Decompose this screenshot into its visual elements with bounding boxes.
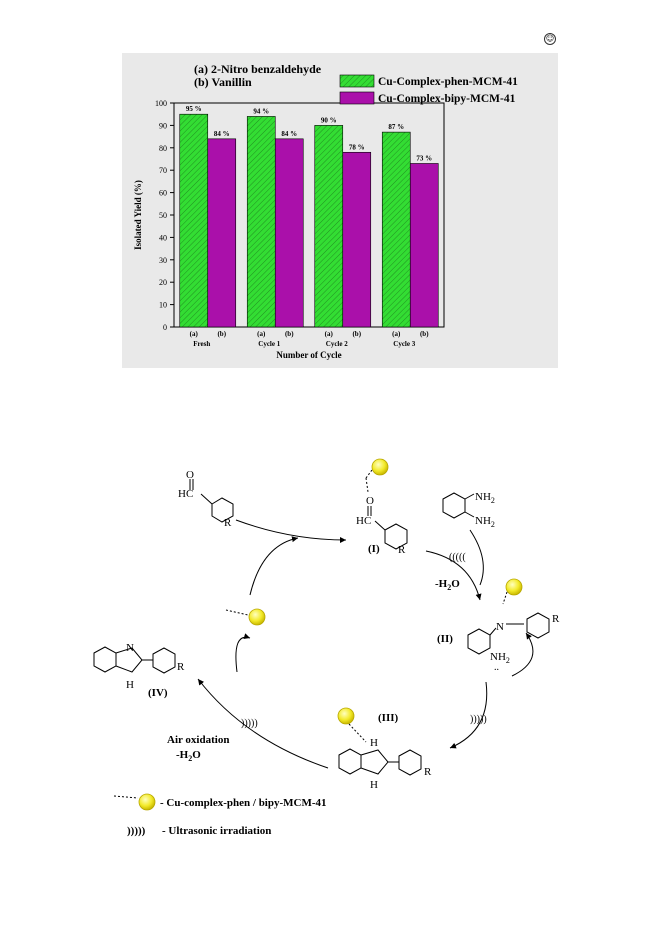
- y-tick-label: 30: [159, 256, 167, 265]
- IV-nh: H: [126, 679, 134, 691]
- III-nh-bottom: H: [370, 779, 378, 791]
- aldehyde-hc: HC: [178, 488, 193, 500]
- water-loss-1: -H2O: [435, 578, 460, 592]
- bar-hatch: [314, 125, 343, 328]
- nh2-top: NH2: [475, 491, 495, 505]
- intermediate-I: O HC R (I): [356, 458, 408, 556]
- intermediate-II: N R NH2 .. (II): [437, 578, 560, 677]
- catalyst-ball-icon: [505, 578, 523, 596]
- bar-hatch: [247, 116, 276, 327]
- I-hc: HC: [356, 515, 371, 527]
- aldehyde-oxygen: O: [186, 469, 194, 481]
- y-axis-label: Isolated Yield (%): [133, 180, 143, 250]
- x-category-label: Cycle 1: [258, 340, 280, 348]
- y-tick-label: 70: [159, 166, 167, 175]
- x-sub-label: (a): [190, 330, 199, 338]
- x-category-label: Fresh: [193, 340, 210, 348]
- legend-swatch: [339, 91, 375, 105]
- y-tick-label: 90: [159, 121, 167, 130]
- ultrasound-2: ))))): [470, 714, 487, 725]
- III-nh-top: H: [370, 737, 378, 749]
- II-r: R: [552, 613, 560, 625]
- bar-chart: (a) 2-Nitro benzaldehyde(b) Vanillin 0 10 2…: [133, 62, 518, 360]
- legend-ultrasound-symbol: ))))): [127, 825, 146, 837]
- legend-label: Cu-Complex-bipy-MCM-41: [378, 93, 516, 105]
- x-sub-label: (a): [257, 330, 266, 338]
- legend-label: Cu-Complex-phen-MCM-41: [378, 76, 518, 88]
- bar-hatch: [179, 114, 208, 327]
- legend-catalyst: - Cu-complex-phen / bipy-MCM-41: [160, 797, 327, 809]
- legend-swatch-hatch: [340, 75, 374, 87]
- intermediate-III: H H R (III): [337, 707, 432, 791]
- ultrasound-1: (((((: [449, 552, 466, 563]
- y-tick-label: 50: [159, 211, 167, 220]
- ultrasound-3: ))))): [241, 718, 258, 729]
- x-sub-label: (b): [217, 330, 226, 338]
- IV-nitrogen: N: [126, 642, 134, 654]
- o-phenylenediamine-molecule: NH2 NH2: [442, 491, 495, 529]
- label-I: (I): [368, 543, 380, 555]
- bar-data-label: 73 %: [416, 154, 432, 162]
- bar-data-label: 84 %: [214, 130, 230, 138]
- corner-symbol: ☺: [544, 33, 556, 45]
- chart-title-line: (b) Vanillin: [194, 75, 252, 89]
- label-III: (III): [378, 712, 399, 724]
- I-oxygen: O: [366, 495, 374, 507]
- bar: [342, 151, 372, 328]
- nh2-bottom: NH2: [475, 515, 495, 529]
- II-lone-pair: ..: [494, 662, 499, 673]
- I-r: R: [398, 544, 406, 556]
- bar-data-label: 78 %: [349, 143, 365, 151]
- bar-data-label: 90 %: [321, 116, 337, 124]
- bar: [274, 138, 304, 328]
- x-category-label: Cycle 2: [326, 340, 348, 348]
- x-sub-label: (a): [392, 330, 401, 338]
- bar: [409, 163, 439, 328]
- bar-data-label: 87 %: [388, 123, 404, 131]
- catalyst-ball-icon: [248, 608, 266, 626]
- air-oxidation: Air oxidation: [167, 734, 229, 746]
- x-axis-label: Number of Cycle: [276, 350, 341, 360]
- x-category-label: Cycle 3: [393, 340, 415, 348]
- y-tick-label: 40: [159, 233, 167, 242]
- catalyst-ball-icon: [337, 707, 355, 725]
- catalyst-ball-icon: [371, 458, 389, 476]
- III-r: R: [424, 766, 432, 778]
- bar-hatch: [382, 132, 411, 327]
- legend-ultrasound: - Ultrasonic irradiation: [162, 825, 271, 837]
- y-tick-label: 10: [159, 301, 167, 310]
- y-tick-label: 60: [159, 189, 167, 198]
- scheme-legend: - Cu-complex-phen / bipy-MCM-41 ))))) - …: [113, 793, 327, 837]
- aldehyde-r: R: [224, 517, 232, 529]
- label-IV: (IV): [148, 687, 168, 699]
- x-sub-label: (b): [285, 330, 294, 338]
- benzaldehyde-molecule: O HC R: [178, 469, 234, 529]
- label-II: (II): [437, 633, 453, 645]
- II-nitrogen: N: [496, 621, 504, 633]
- product-IV: N H R (IV): [93, 642, 185, 699]
- water-loss-2: -H2O: [176, 749, 201, 763]
- x-sub-label: (b): [352, 330, 361, 338]
- catalyst-ball-icon: [138, 793, 156, 811]
- bar: [207, 138, 237, 328]
- y-tick-label: 20: [159, 278, 167, 287]
- IV-r: R: [177, 661, 185, 673]
- x-sub-label: (b): [420, 330, 429, 338]
- y-tick-label: 80: [159, 144, 167, 153]
- chart-panel: (a) 2-Nitro benzaldehyde (b) Vanillin 0 10 2…: [122, 53, 558, 368]
- bar-data-label: 84 %: [281, 130, 297, 138]
- bar-data-label: 94 %: [253, 107, 269, 115]
- x-sub-label: (a): [325, 330, 334, 338]
- bar-data-label: 95 %: [186, 105, 202, 113]
- II-nh2: NH2: [490, 651, 510, 665]
- y-tick-label: 100: [155, 99, 167, 108]
- chart-title-line: (a) 2-Nitro benzaldehyde: [194, 62, 322, 76]
- y-tick-label: 0: [163, 323, 167, 332]
